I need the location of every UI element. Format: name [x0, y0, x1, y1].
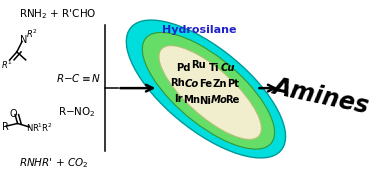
- Text: Cu: Cu: [221, 63, 235, 73]
- Text: $R^2$: $R^2$: [26, 28, 37, 40]
- Text: Ti: Ti: [209, 63, 219, 73]
- Text: Ir: Ir: [174, 94, 183, 104]
- Text: Pt: Pt: [227, 79, 239, 89]
- Ellipse shape: [143, 32, 274, 149]
- Text: R$-C\equiv$N: R$-C\equiv$N: [56, 72, 101, 83]
- Text: Ru: Ru: [191, 60, 206, 70]
- Text: R: R: [2, 122, 9, 132]
- Text: Zn: Zn: [212, 79, 227, 89]
- Text: NR$^1$R$^2$: NR$^1$R$^2$: [26, 121, 53, 134]
- Text: N: N: [20, 35, 28, 45]
- Text: Co: Co: [184, 79, 198, 89]
- Text: Pd: Pd: [177, 63, 191, 73]
- Text: Hydrosilane: Hydrosilane: [162, 25, 236, 35]
- Text: O: O: [9, 109, 17, 119]
- Ellipse shape: [126, 20, 285, 158]
- Text: $R^1$: $R^1$: [2, 59, 13, 71]
- Text: Rh: Rh: [170, 78, 185, 88]
- Text: Mn: Mn: [183, 95, 200, 105]
- Text: RNH$_2$ + R'CHO: RNH$_2$ + R'CHO: [19, 7, 96, 21]
- Text: Amines: Amines: [270, 74, 371, 118]
- Ellipse shape: [159, 46, 261, 139]
- Text: Fe: Fe: [199, 79, 212, 89]
- Text: Mo: Mo: [211, 95, 228, 105]
- Text: Re: Re: [225, 95, 240, 105]
- Text: R$-$NO$_2$: R$-$NO$_2$: [58, 105, 96, 119]
- Text: Ni: Ni: [199, 96, 211, 106]
- Text: RNHR' + $CO_2$: RNHR' + $CO_2$: [19, 156, 89, 170]
